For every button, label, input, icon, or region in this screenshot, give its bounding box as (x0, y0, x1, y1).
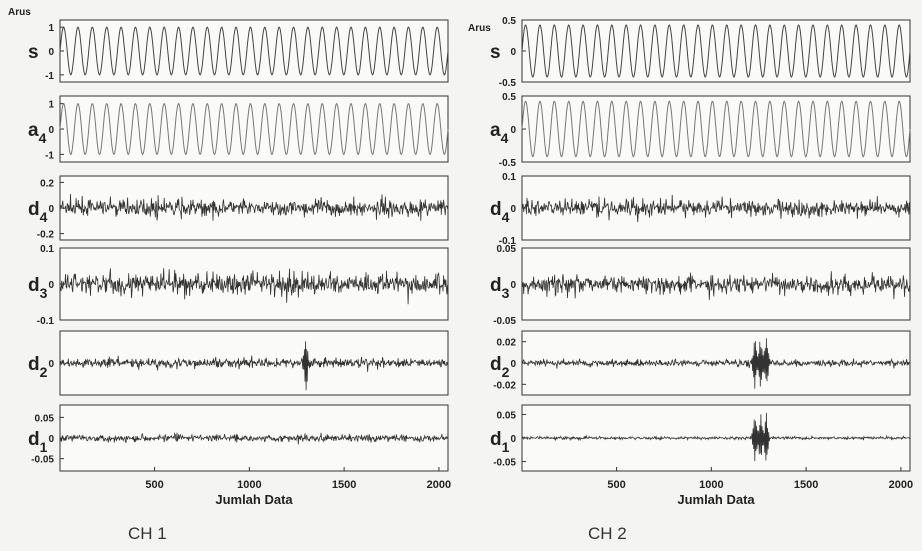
y-tick-label: 0 (510, 47, 516, 58)
y-tick-label: 0 (48, 434, 54, 445)
panel-s: s1 0 -1 (28, 19, 449, 83)
series-line (521, 271, 911, 300)
panel-d4: d4 0.1 0 -0.1 (490, 172, 911, 247)
y-tick-label: 0 (48, 125, 54, 136)
panel-label: d2 (490, 354, 510, 380)
panel-s: s 0.5 0 -0.5 (490, 16, 911, 89)
panel-label: a4 (28, 120, 47, 146)
x-tick-label: 500 (607, 479, 625, 491)
y-tick-label: 0.5 (502, 16, 516, 27)
x-tick-label: 2000 (427, 479, 451, 491)
y-tick-label: -0.5 (499, 158, 517, 169)
series-line (59, 102, 449, 156)
series-line (59, 26, 449, 76)
y-tick-label: -0.05 (493, 458, 516, 469)
y-tick-label: 0 (48, 359, 54, 370)
panel-frame (521, 175, 911, 241)
series-line (521, 338, 911, 389)
y-tick-label: 0 (510, 359, 516, 370)
y-tick-label: -0.05 (493, 316, 516, 327)
panel-label: d4 (28, 199, 48, 225)
ch1-caption: CH 1 (128, 524, 167, 543)
y-tick-label: 0 (510, 125, 516, 136)
x-axis-label: Jumlah Data (215, 492, 293, 507)
panel-label: s (28, 42, 39, 63)
panel-label: d3 (28, 275, 48, 301)
y-tick-label: 0 (510, 280, 516, 291)
panel-label: a4 (490, 120, 509, 146)
y-tick-label: -0.1 (37, 316, 55, 327)
y-tick-label: -1 (45, 150, 54, 161)
panel-label: d2 (28, 354, 48, 380)
y-tick-label: -0.2 (37, 230, 55, 241)
y-tick-label: 0 (510, 204, 516, 215)
x-tick-label: 1500 (794, 479, 818, 491)
y-tick-label: 0.02 (497, 338, 517, 349)
panel-d4: d4 0.2 0 -0.2 (28, 175, 449, 241)
series-line (59, 432, 449, 445)
x-axis-label: Jumlah Data (677, 492, 755, 507)
x-tick-label: 1500 (332, 479, 356, 491)
y-tick-label: 0.5 (502, 92, 516, 103)
panel-d1: d1 0.05 0 -0.05 500 1000 1500 2000 Jumlah Data (490, 404, 913, 507)
series-line (59, 193, 449, 221)
y-tick-label: 0 (48, 47, 54, 58)
panel-d2: d2 0 (28, 330, 449, 396)
panel-a4: a4 0.5 0 -0.5 (490, 92, 911, 169)
panel-d1: d1 0.05 0 -0.05 500 1000 1500 2000 Jumlah Data (28, 404, 451, 507)
panel-label: d4 (490, 199, 510, 225)
series-line (521, 194, 911, 223)
y-tick-label: 0.05 (497, 410, 517, 421)
unit-label: Arus (468, 23, 491, 34)
y-tick-label: -1 (45, 71, 54, 82)
x-tick-label: 1000 (237, 479, 261, 491)
series-line (59, 268, 449, 305)
panel-label: d1 (28, 429, 48, 455)
series-line (59, 341, 449, 391)
panel-d3: d3 0.1 0 -0.1 (28, 244, 449, 327)
panel-label: d1 (490, 429, 510, 455)
panel-label: s (490, 42, 501, 63)
y-tick-label: 0.05 (497, 244, 517, 255)
series-line (521, 24, 911, 78)
y-tick-label: 0.1 (502, 172, 516, 183)
series-line (521, 412, 911, 462)
panel-d3: d3 0.05 0 -0.05 (490, 244, 911, 327)
panel-a4: a41 0 -1 (28, 95, 449, 163)
panel-label: d3 (490, 275, 510, 301)
y-tick-label: 0.1 (40, 244, 54, 255)
y-tick-label: 1 (48, 23, 54, 34)
y-tick-label: 0.2 (40, 178, 54, 189)
ch2-caption: CH 2 (588, 524, 627, 543)
unit-label: Arus (8, 7, 31, 18)
x-tick-label: 2000 (889, 479, 913, 491)
x-tick-label: 1000 (699, 479, 723, 491)
y-tick-label: 0 (48, 280, 54, 291)
y-tick-label: 0.05 (35, 413, 55, 424)
y-tick-label: 0 (510, 434, 516, 445)
x-tick-label: 500 (145, 479, 163, 491)
panel-d2: d2 0.02 0 -0.02 (490, 330, 911, 396)
y-tick-label: -0.5 (499, 78, 517, 89)
y-tick-label: -0.02 (493, 380, 516, 391)
y-tick-label: 0 (48, 204, 54, 215)
series-line (521, 100, 911, 158)
y-tick-label: -0.1 (499, 236, 517, 247)
chart-2: Arus s 0.5 0 -0.5 a4 0.5 0 -0.5 d4 0.1 0 -0.1 d3 0.05 0… (468, 16, 913, 507)
y-tick-label: -0.05 (31, 455, 54, 466)
y-tick-label: 1 (48, 100, 54, 111)
